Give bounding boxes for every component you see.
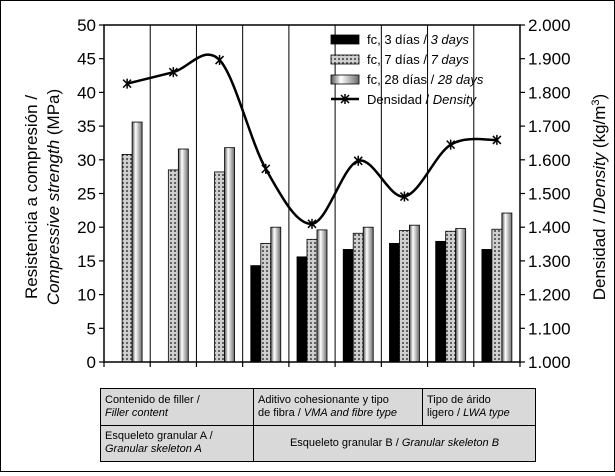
category-table: Contenido de filler / Filler content Adit… xyxy=(100,388,536,462)
right-tick-label: 1.400 xyxy=(528,218,571,237)
bar-fc28 xyxy=(270,226,282,363)
bar-fc7 xyxy=(167,169,179,363)
right-tick-label: 1.300 xyxy=(528,252,571,271)
legend-entry-label: fc, 3 días / 3 days xyxy=(367,32,469,47)
legend-swatch-fc3 xyxy=(330,34,360,45)
left-tick-label: 30 xyxy=(77,151,96,170)
bar-fc7 xyxy=(121,154,133,363)
left-tick-label: 10 xyxy=(77,286,96,305)
left-tick-label: 40 xyxy=(77,83,96,102)
left-tick-label: 50 xyxy=(77,16,96,35)
filler-cell: Contenido de filler / Filler content xyxy=(100,388,254,426)
right-tick-label: 1.200 xyxy=(528,286,571,305)
left-tick-label: 45 xyxy=(77,50,96,69)
bar-fc3 xyxy=(250,265,262,363)
bar-fc7 xyxy=(214,171,225,363)
star-marker-icon xyxy=(399,191,409,202)
bar-fc7 xyxy=(491,228,503,363)
right-tick-label: 1.700 xyxy=(528,117,571,136)
density-point-marker xyxy=(353,155,363,166)
bar-fc3 xyxy=(389,242,400,363)
bar-fc28 xyxy=(501,212,513,363)
bar-fc28 xyxy=(224,147,235,363)
density-point-marker xyxy=(399,191,409,202)
star-marker-icon xyxy=(340,94,350,104)
legend-entry-label: Densidad / Density xyxy=(367,92,478,107)
legend-swatch-fc28 xyxy=(330,74,360,85)
right-tick-label: 2.000 xyxy=(528,16,571,35)
density-point-marker xyxy=(446,139,456,150)
bar-fc28 xyxy=(131,121,143,363)
density-point-marker xyxy=(261,163,271,174)
density-point-marker xyxy=(492,134,502,145)
right-tick-label: 1.000 xyxy=(528,353,571,372)
bar-fc28 xyxy=(455,228,467,363)
lwa-cell: Tipo de árido ligero / LWA type xyxy=(422,388,536,426)
bar-fc3 xyxy=(342,249,354,363)
bar-fc3 xyxy=(435,240,447,363)
right-tick-label: 1.100 xyxy=(528,319,571,338)
bar-fc7 xyxy=(399,230,410,363)
bar-fc7 xyxy=(260,242,272,363)
star-marker-icon xyxy=(261,163,271,174)
left-tick-label: 35 xyxy=(77,117,96,136)
left-axis-title-line2: Compressive strength (MPa) xyxy=(44,89,63,305)
left-axis-title-line1: Resistencia a compresión / xyxy=(22,95,41,299)
legend-swatch-density-marker xyxy=(340,94,350,104)
bar-fc7 xyxy=(445,230,457,363)
density-point-marker xyxy=(122,78,132,89)
star-marker-icon xyxy=(168,67,178,78)
right-tick-label: 1.600 xyxy=(528,151,571,170)
density-point-marker xyxy=(215,55,225,66)
density-point-marker xyxy=(307,218,317,229)
legend-swatch-fc7 xyxy=(330,54,360,65)
star-marker-icon xyxy=(122,78,132,89)
bar-fc7 xyxy=(352,232,364,363)
star-marker-icon xyxy=(492,134,502,145)
star-marker-icon xyxy=(446,139,456,150)
vma-cell: Aditivo cohesionante y tipo de fibra / VM… xyxy=(253,388,423,426)
bar-fc3 xyxy=(481,249,493,363)
right-tick-label: 1.900 xyxy=(528,50,571,69)
bar-fc28 xyxy=(362,226,374,363)
right-axis-title: Densidad / IDensity (kg/m3) xyxy=(590,94,609,300)
star-marker-icon xyxy=(215,55,225,66)
left-tick-label: 15 xyxy=(77,252,96,271)
left-tick-label: 25 xyxy=(77,185,96,204)
right-tick-label: 1.800 xyxy=(528,83,571,102)
left-tick-label: 20 xyxy=(77,218,96,237)
density-point-marker xyxy=(168,67,178,78)
bar-fc3 xyxy=(296,256,308,363)
bar-fc28 xyxy=(177,148,189,363)
bar-fc28 xyxy=(316,229,328,363)
skeleton-a-cell: Esqueleto granular A / Granular skeleton … xyxy=(100,424,254,462)
right-tick-label: 1.500 xyxy=(528,185,571,204)
star-marker-icon xyxy=(307,218,317,229)
legend-entry-label: fc, 28 días / 28 days xyxy=(367,72,484,87)
bar-fc7 xyxy=(306,238,318,363)
star-marker-icon xyxy=(353,155,363,166)
left-tick-label: 5 xyxy=(87,319,96,338)
left-tick-label: 0 xyxy=(87,353,96,372)
bar-fc28 xyxy=(409,224,420,363)
legend-entry-label: fc, 7 días / 7 days xyxy=(367,52,469,67)
skeleton-b-cell: Esqueleto granular B / Granular skeleton… xyxy=(253,424,536,462)
